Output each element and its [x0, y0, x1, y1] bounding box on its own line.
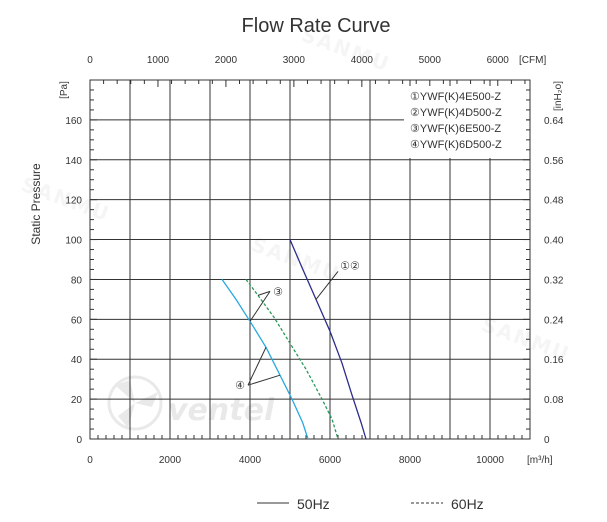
y-right-tick-label: 0.32	[544, 275, 564, 286]
y-tick-label: 0	[76, 435, 82, 446]
y-right-axis-ticks: 0 0.08 0.16 0.24 0.32 0.40 0.48 0.56 0.64	[544, 116, 564, 446]
y-right-tick-label: 0.48	[544, 196, 564, 207]
minor-ticks	[89, 79, 531, 440]
callouts: ①② ③ ④	[235, 260, 360, 392]
series	[221, 239, 367, 440]
y-right-tick-label: 0	[544, 435, 550, 446]
callout-label-3: ③	[273, 286, 283, 298]
callout-leader	[247, 374, 281, 386]
chart-title: Flow Rate Curve	[242, 15, 391, 37]
y-right-tick-label: 0.24	[544, 315, 564, 326]
legend: ①YWF(K)4E500-Z ②YWF(K)4D500-Z ③YWF(K)6E500…	[404, 86, 526, 158]
y-tick-label: 120	[65, 196, 82, 207]
legend-entry-1: ①YWF(K)4E500-Z	[410, 91, 501, 103]
x-top-tick-label: 1000	[147, 55, 170, 66]
x-tick-label: 6000	[319, 455, 342, 466]
footer-label-60hz: 60Hz	[451, 496, 484, 512]
y-tick-label: 140	[65, 156, 82, 167]
series-line-3	[221, 279, 309, 440]
x-tick-label: 10000	[476, 455, 504, 466]
y-unit-right: [inH₂o]	[553, 81, 564, 111]
footer-label-50hz: 50Hz	[297, 496, 330, 512]
logo-wordmark: ventel	[168, 393, 275, 428]
x-top-axis-ticks: 0 1000 2000 3000 4000 5000 6000	[87, 55, 509, 66]
watermark-text: SANMU	[248, 232, 343, 286]
y-axis-ticks: 0 20 40 60 80 100 120 140 160	[65, 116, 82, 446]
y-tick-label: 100	[65, 236, 82, 247]
y-tick-label: 20	[71, 395, 83, 406]
y-right-tick-label: 0.16	[544, 355, 564, 366]
callout-leader	[257, 290, 271, 296]
logo-fan-ring	[107, 375, 163, 431]
callout-leader	[247, 347, 267, 386]
y-tick-label: 60	[71, 315, 83, 326]
callout-label-4: ④	[235, 380, 245, 392]
y-tick-label: 160	[65, 116, 82, 127]
x-top-tick-label: 5000	[419, 55, 442, 66]
series-line-1	[289, 239, 367, 440]
x-unit-bottom: [m³/h]	[527, 455, 553, 466]
y-tick-label: 80	[71, 275, 83, 286]
x-tick-label: 4000	[239, 455, 262, 466]
x-unit-top: [CFM]	[519, 55, 546, 66]
x-tick-label: 2000	[159, 455, 182, 466]
y-unit-left: [Pa]	[59, 81, 70, 99]
callout-label-1-2: ①②	[340, 260, 360, 272]
y-right-tick-label: 0.56	[544, 156, 564, 167]
legend-entry-2: ②YWF(K)4D500-Z	[410, 107, 502, 119]
y-tick-label: 40	[71, 355, 83, 366]
legend-entry-3: ③YWF(K)6E500-Z	[410, 123, 501, 135]
y-right-tick-label: 0.64	[544, 116, 564, 127]
x-axis-ticks: 0 2000 4000 6000 8000 10000	[87, 455, 504, 466]
y-axis-label: Static Pressure	[29, 163, 43, 245]
callout-leader	[315, 271, 339, 300]
y-right-tick-label: 0.08	[544, 395, 564, 406]
logo-fan-blades	[115, 380, 158, 428]
x-tick-label: 8000	[399, 455, 422, 466]
x-top-tick-label: 6000	[487, 55, 510, 66]
callout-leader	[249, 291, 271, 322]
legend-entry-4: ④YWF(K)6D500-Z	[410, 139, 502, 151]
y-right-tick-label: 0.40	[544, 236, 564, 247]
x-top-tick-label: 2000	[215, 55, 238, 66]
x-top-tick-label: 4000	[351, 55, 374, 66]
x-top-tick-label: 0	[87, 55, 93, 66]
series-line-2	[245, 279, 339, 440]
legend-background	[404, 86, 526, 158]
x-tick-label: 0	[87, 455, 93, 466]
footer-legend: 50Hz 60Hz	[257, 496, 484, 512]
x-top-tick-label: 3000	[283, 55, 306, 66]
